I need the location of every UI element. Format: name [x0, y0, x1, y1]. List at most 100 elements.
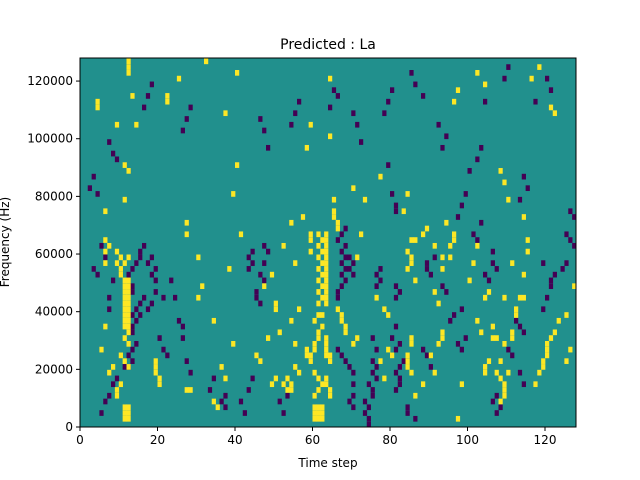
heatmap-cell-low — [339, 352, 344, 359]
heatmap-cell-high — [413, 392, 418, 399]
heatmap-cell-high — [312, 410, 317, 416]
heatmap-cell-high — [483, 369, 488, 376]
heatmap-cell-high — [471, 260, 476, 266]
heatmap-cell-high — [564, 358, 569, 364]
heatmap-cell-low — [161, 346, 166, 353]
heatmap-cell-high — [440, 266, 445, 272]
heatmap-cell-low — [145, 306, 151, 313]
heatmap-cell-low — [142, 294, 147, 301]
heatmap-cell-high — [122, 162, 127, 168]
heatmap-cell-high — [324, 294, 329, 301]
heatmap-cell-low — [250, 248, 255, 255]
heatmap-cell-low — [572, 214, 577, 220]
heatmap-cell-high — [223, 110, 228, 117]
heatmap-cell-high — [114, 387, 120, 393]
heatmap-cell-low — [572, 242, 577, 249]
heatmap-cell-high — [386, 346, 391, 353]
heatmap-cell-high — [552, 110, 557, 117]
heatmap-cell-high — [316, 415, 321, 422]
heatmap-cell-low — [242, 410, 247, 416]
heatmap-cell-high — [440, 329, 445, 336]
heatmap-cell-high — [436, 341, 441, 347]
heatmap-cell-high — [289, 219, 294, 226]
heatmap-cell-low — [455, 341, 461, 347]
heatmap-cell-high — [343, 323, 348, 330]
heatmap-cell-low — [366, 415, 371, 422]
heatmap-cell-low — [475, 237, 480, 243]
x-tick-label: 40 — [227, 433, 242, 447]
y-tick-label: 40000 — [35, 305, 73, 319]
heatmap-cell-low — [134, 260, 139, 266]
heatmap-cell-high — [126, 289, 131, 295]
heatmap-cell-high — [118, 266, 123, 272]
heatmap-cell-low — [130, 329, 135, 336]
heatmap-cell-low — [541, 260, 546, 266]
heatmap-cell-high — [126, 300, 131, 307]
heatmap-cell-low — [258, 300, 263, 307]
heatmap-cell-high — [320, 248, 325, 255]
x-tick-label: 100 — [456, 433, 479, 447]
heatmap-cell-high — [436, 300, 441, 307]
heatmap-cell-high — [304, 352, 309, 359]
heatmap-cell-high — [324, 231, 329, 238]
heatmap-cell-low — [378, 277, 383, 284]
heatmap-cell-high — [502, 179, 507, 186]
heatmap-cell-low — [440, 283, 445, 290]
heatmap-cell-high — [103, 248, 108, 255]
heatmap-cell-low — [374, 375, 379, 382]
heatmap-cell-high — [409, 335, 414, 341]
heatmap-cell-low — [490, 248, 495, 255]
heatmap-cell-high — [188, 387, 193, 393]
heatmap-cell-high — [281, 381, 286, 388]
heatmap-cell-high — [331, 208, 337, 215]
heatmap-cell-low — [506, 64, 511, 70]
heatmap-cell-low — [506, 346, 511, 353]
heatmap-cell-low — [514, 317, 519, 324]
heatmap-cell-high — [122, 415, 127, 422]
heatmap-cell-low — [173, 294, 178, 301]
heatmap-cell-low — [366, 421, 371, 428]
heatmap-cell-low — [138, 254, 143, 261]
heatmap-cell-low — [393, 202, 399, 209]
heatmap-cell-high — [122, 277, 127, 284]
heatmap-cell-low — [351, 381, 356, 388]
heatmap-cell-high — [320, 283, 325, 290]
heatmap-cell-high — [409, 369, 414, 376]
heatmap-cell-high — [401, 208, 406, 215]
heatmap-cell-high — [126, 329, 131, 336]
heatmap-cell-low — [424, 266, 430, 272]
heatmap-cell-low — [393, 294, 399, 301]
chart-title: Predicted : La — [280, 37, 376, 53]
heatmap-cell-high — [413, 237, 418, 243]
heatmap-cell-high — [308, 352, 313, 359]
heatmap-cell-low — [374, 271, 379, 278]
heatmap-cell-low — [134, 341, 139, 347]
heatmap-cell-high — [424, 225, 430, 232]
heatmap-cell-high — [479, 329, 484, 336]
heatmap-cell-low — [479, 219, 484, 226]
heatmap-cell-low — [335, 289, 340, 295]
heatmap-cell-high — [200, 283, 205, 290]
heatmap-cell-high — [382, 306, 387, 313]
heatmap-cell-low — [378, 266, 383, 272]
heatmap-cell-high — [312, 404, 317, 411]
heatmap-cell-low — [428, 271, 433, 278]
heatmap-cell-high — [483, 81, 488, 88]
heatmap-cell-high — [122, 404, 127, 411]
heatmap-cell-high — [107, 369, 112, 376]
heatmap-cell-low — [258, 116, 263, 122]
heatmap-cell-high — [297, 369, 302, 376]
heatmap-cell-low — [180, 127, 185, 134]
heatmap-cell-low — [405, 404, 410, 411]
heatmap-cell-low — [374, 364, 379, 370]
heatmap-cell-low — [517, 196, 523, 203]
heatmap-cell-low — [486, 277, 492, 284]
heatmap-cell-high — [320, 381, 325, 388]
heatmap-cell-low — [95, 271, 100, 278]
heatmap-cell-high — [184, 219, 189, 226]
heatmap-cell-low — [393, 283, 399, 290]
heatmap-cell-low — [223, 404, 228, 411]
heatmap-cell-low — [130, 323, 135, 330]
heatmap-cell-low — [393, 346, 399, 353]
